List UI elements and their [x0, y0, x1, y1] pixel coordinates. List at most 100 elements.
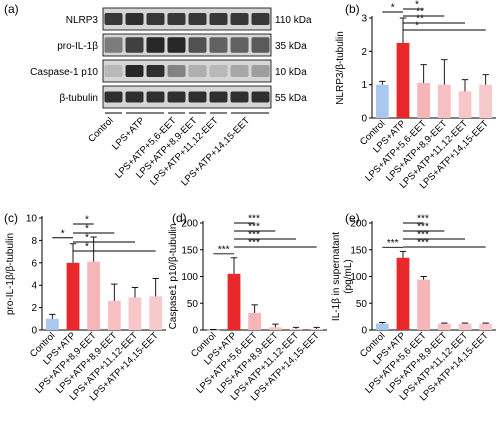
y-axis-label: (pg/mL): [343, 259, 354, 293]
bar: [396, 257, 410, 330]
blot-band: [230, 91, 249, 103]
panel-label-a: (a): [4, 2, 19, 16]
bar: [479, 323, 493, 330]
y-tick-label: 2: [31, 303, 37, 314]
blot-band: [230, 37, 249, 53]
significance-label: *: [415, 21, 419, 32]
bar: [375, 323, 389, 330]
bar: [310, 328, 324, 330]
bar: [396, 43, 410, 118]
blot-band: [251, 91, 270, 103]
significance-label: ***: [417, 222, 429, 233]
bar: [458, 323, 472, 330]
bar: [128, 297, 142, 330]
blot-lane-label-0: Control: [86, 115, 115, 144]
blot-band: [209, 37, 228, 53]
chart-panel-0: (b)0123NLRP3/β-tubulinControlLPS+ATPLPS+…: [335, 0, 496, 191]
blot-strip-1: [102, 33, 272, 57]
blot-strip-0: [102, 7, 272, 31]
blot-band: [230, 12, 249, 26]
chart-panel-3: (e) 0 50 100 150 200 IL-1β in supernatant (pg/m…: [331, 211, 496, 403]
bar: [479, 84, 493, 118]
chart-panel-1: (c)0246810pro-IL-1β/β-tubulinControlLPS+…: [4, 211, 166, 403]
blot-band: [188, 37, 207, 53]
y-tick-label: 10: [26, 214, 38, 225]
y-tick-label: 150: [350, 245, 367, 256]
blot-band: [104, 12, 123, 26]
significance-label: ***: [248, 238, 260, 249]
blot-band: [167, 37, 186, 53]
panel-label: (c): [4, 211, 18, 225]
bar: [437, 84, 451, 118]
blot-band: [188, 64, 207, 78]
blot-band: [125, 64, 144, 78]
y-tick-label: 1: [361, 80, 367, 91]
blot-size-0: 110 kDa: [275, 15, 312, 26]
y-tick-label: 0: [31, 326, 37, 337]
bar: [248, 312, 262, 330]
bar: [66, 262, 80, 330]
blot-band: [251, 64, 270, 78]
significance-label: *: [85, 224, 89, 235]
blot-band: [209, 64, 228, 78]
blot-band: [230, 64, 249, 78]
y-tick-label: 0: [361, 114, 367, 125]
y-tick-label: 100: [181, 272, 198, 283]
y-tick-label: 2: [361, 47, 367, 58]
blot-band: [167, 12, 186, 26]
blot-band: [188, 91, 207, 103]
bar: [268, 327, 282, 330]
bar: [375, 84, 389, 118]
significance-label: ***: [248, 222, 260, 233]
y-tick-label: 50: [187, 299, 199, 310]
y-tick-label: 0: [361, 326, 367, 337]
blot-label-0: NLRP3: [66, 15, 99, 26]
significance-label: ***: [417, 230, 429, 241]
bar: [107, 300, 121, 330]
blot-band: [104, 91, 123, 103]
significance-label: *: [85, 215, 89, 226]
y-tick-label: 8: [31, 236, 37, 247]
significance-label: ***: [417, 214, 429, 225]
blot-label-1: pro-IL-1β: [57, 41, 98, 52]
significance-label: **: [416, 14, 424, 25]
blot-band: [167, 64, 186, 78]
blot-label-2: Caspase-1 p10: [30, 67, 98, 78]
bar: [289, 328, 303, 330]
bar: [417, 279, 431, 330]
blot-band: [104, 64, 123, 78]
y-axis-label: IL-1β in supernatant: [331, 232, 342, 321]
bar: [206, 329, 220, 331]
blot-band: [125, 37, 144, 53]
significance-label: *: [85, 242, 89, 253]
blot-strip-2: [102, 59, 272, 83]
bar: [87, 261, 101, 330]
panel-label: (d): [172, 211, 187, 225]
y-tick-label: 50: [356, 299, 368, 310]
y-axis-label: NLRP3/β-tubulin: [335, 31, 346, 105]
panel-label: (e): [345, 211, 360, 225]
y-axis-label: pro-IL-1β/β-tubulin: [5, 233, 16, 315]
blot-band: [146, 91, 165, 103]
blot-band: [188, 12, 207, 26]
y-tick-label: 0: [192, 326, 198, 337]
y-tick-label: 100: [350, 272, 367, 283]
blot-band: [167, 91, 186, 103]
blot-band: [146, 37, 165, 53]
blot-band: [209, 91, 228, 103]
bar: [417, 83, 431, 118]
panel-a-blot: (a) NLRP3 110 kDa pro-IL-1β 35 kDa Caspase-1 …: [4, 2, 312, 188]
y-tick-label: 6: [31, 258, 37, 269]
y-axis-label: Caspase1 p10/β-tubulin: [168, 224, 179, 330]
blot-size-3: 55 kDa: [275, 93, 307, 104]
blot-band: [104, 37, 123, 53]
y-tick-label: 200: [350, 219, 367, 230]
significance-label: *: [61, 228, 65, 239]
blot-band: [251, 12, 270, 26]
panel-label: (b): [345, 2, 360, 16]
significance-label: *: [391, 3, 395, 14]
blot-band: [251, 37, 270, 53]
blot-band: [125, 91, 144, 103]
